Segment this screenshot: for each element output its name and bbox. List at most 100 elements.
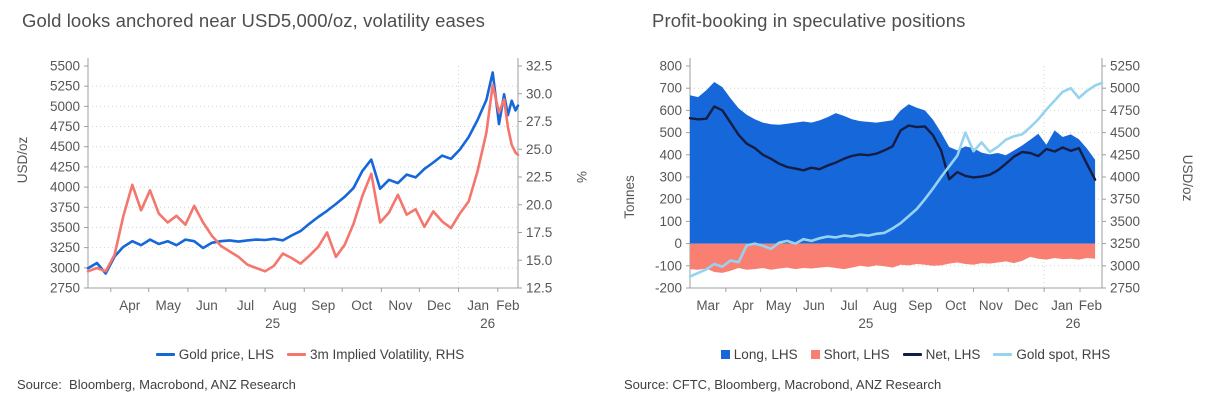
y-axis-left-tick-label: 600 [659,103,682,118]
y-axis-right-title: % [574,171,589,183]
x-axis-month-label: Jan [467,298,489,313]
x-axis-month-label: Dec [427,298,451,313]
y-axis-right-tick-label: 17.5 [526,225,552,240]
legend-item-net-lhs: Net, LHS [902,347,981,362]
legend-swatch-gold-spot-rhs [993,353,1013,356]
speculative-positions-panel: Profit-booking in speculative positions … [620,0,1211,402]
y-axis-left-tick-label: 500 [659,125,682,140]
x-axis-month-label: May [766,298,792,313]
y-axis-left-tick-label: 3250 [50,240,80,255]
y-axis-left-tick-label: 3000 [50,260,80,275]
series-area-long-lhs [690,82,1096,244]
x-axis-month-label: Feb [496,298,519,313]
y-axis-left-tick-label: 5000 [50,99,80,114]
y-axis-right-tick-label: 2750 [1110,281,1140,296]
legend-swatch-3m-implied-volatility-rhs [286,353,306,356]
x-axis-month-label: Nov [979,298,1003,313]
x-axis-month-label: Aug [873,298,897,313]
y-axis-left-tick-label: 4250 [50,159,80,174]
y-axis-left-tick-label: 200 [659,192,682,207]
x-axis-month-label: Oct [945,298,966,313]
y-axis-left-tick-label: 3500 [50,220,80,235]
legend-label: Short, LHS [823,347,890,362]
legend-swatch-long-lhs [720,350,730,359]
y-axis-left-tick-label: -200 [655,281,682,296]
chart-title: Gold looks anchored near USD5,000/oz, vo… [22,10,486,31]
y-axis-right-tick-label: 15.0 [526,253,552,268]
y-axis-left-tick-label: 300 [659,170,682,185]
x-axis-month-label: May [156,298,182,313]
y-axis-left-tick-label: 0 [674,236,682,251]
x-axis-month-label: Apr [733,298,755,313]
y-axis-right-tick-label: 3000 [1110,258,1140,273]
legend: Long, LHS Short, LHS Net, LHS Gold spot, RH… [620,347,1211,362]
y-axis-right-tick-label: 4500 [1110,125,1140,140]
source-note: Source: CFTC, Bloomberg, Macrobond, ANZ … [624,377,942,392]
x-axis-month-label: Nov [388,298,412,313]
series-line-net-lhs [688,105,1097,181]
y-axis-right-tick-label: 32.5 [526,59,552,74]
x-axis-year-label: 25 [265,316,280,331]
speculative-positions-chart: -200 -100 0 100 200 300 400 500 600 700 800 2750 300… [622,58,1195,331]
y-axis-right-title: USD/oz [1180,155,1195,202]
x-axis-year-label: 26 [1066,316,1081,331]
series-line-3m-implied-volatility-rhs [86,83,520,273]
y-axis-right-tick-label: 4750 [1110,103,1140,118]
legend-item-gold-spot-rhs: Gold spot, RHS [993,347,1110,362]
y-axis-left-tick-label: 100 [659,214,682,229]
y-axis-left-tick-label: 3750 [50,200,80,215]
x-axis-month-label: Feb [1079,298,1102,313]
x-axis-month-label: Sep [908,298,932,313]
y-axis-right-tick-label: 22.5 [526,170,552,185]
source-note: Source: Bloomberg, Macrobond, ANZ Resear… [17,377,296,392]
legend-label: 3m Implied Volatility, RHS [309,347,465,362]
y-axis-right-tick-label: 4000 [1110,170,1140,185]
legend: Gold price, LHS 3m Implied Volatility, RH… [0,347,620,362]
x-axis-month-label: Apr [119,298,141,313]
legend-item-gold-price-lhs: Gold price, LHS [155,347,274,362]
legend-swatch-gold-price-lhs [155,353,175,356]
y-axis-right-tick-label: 5250 [1110,59,1140,74]
legend-label: Long, LHS [733,347,798,362]
series-area-short-lhs [690,243,1096,273]
y-axis-right-tick-label: 20.0 [526,197,552,212]
x-axis-month-label: Jun [803,298,825,313]
y-axis-left-tick-label: 5500 [50,59,80,74]
chart-title: Profit-booking in speculative positions [652,10,966,31]
x-axis-month-label: Sep [311,298,335,313]
x-axis-year-label: 26 [480,316,495,331]
y-axis-right-tick-label: 3750 [1110,192,1140,207]
legend-label: Gold price, LHS [178,347,274,362]
legend-item-3m-implied-volatility-rhs: 3m Implied Volatility, RHS [286,347,465,362]
y-axis-right-tick-label: 12.5 [526,281,552,296]
series-line-gold-spot-rhs [688,81,1104,278]
y-axis-right-tick-label: 3500 [1110,214,1140,229]
y-axis-right-tick-label: 5000 [1110,81,1140,96]
legend-label: Net, LHS [925,347,981,362]
x-axis-month-label: Dec [1014,298,1038,313]
x-axis-month-label: Jul [237,298,254,313]
y-axis-left-tick-label: 400 [659,147,682,162]
gold-price-volatility-panel: Gold looks anchored near USD5,000/oz, vo… [0,10,620,392]
y-axis-left-tick-label: 4750 [50,119,80,134]
y-axis-left-title: Tonnes [622,175,637,219]
y-axis-right-tick-label: 3250 [1110,236,1140,251]
series-line-gold-price-lhs [86,71,520,275]
y-axis-right-tick-label: 30.0 [526,86,552,101]
y-axis-left-tick-label: 5250 [50,79,80,94]
y-axis-right-tick-label: 4250 [1110,147,1140,162]
x-axis-month-label: Jan [1051,298,1073,313]
legend-item-short-lhs: Short, LHS [810,347,890,362]
y-axis-left-tick-label: 4000 [50,180,80,195]
y-axis-left-tick-label: 800 [659,59,682,74]
legend-swatch-net-lhs [902,353,922,356]
x-axis-month-label: Jul [840,298,857,313]
x-axis-month-label: Oct [351,298,372,313]
x-axis-month-label: Mar [696,298,720,313]
legend-item-long-lhs: Long, LHS [720,347,798,362]
y-axis-right-tick-label: 25.0 [526,142,552,157]
legend-label: Gold spot, RHS [1016,347,1111,362]
y-axis-left-tick-label: -100 [655,258,682,273]
x-axis-month-label: Jun [196,298,218,313]
